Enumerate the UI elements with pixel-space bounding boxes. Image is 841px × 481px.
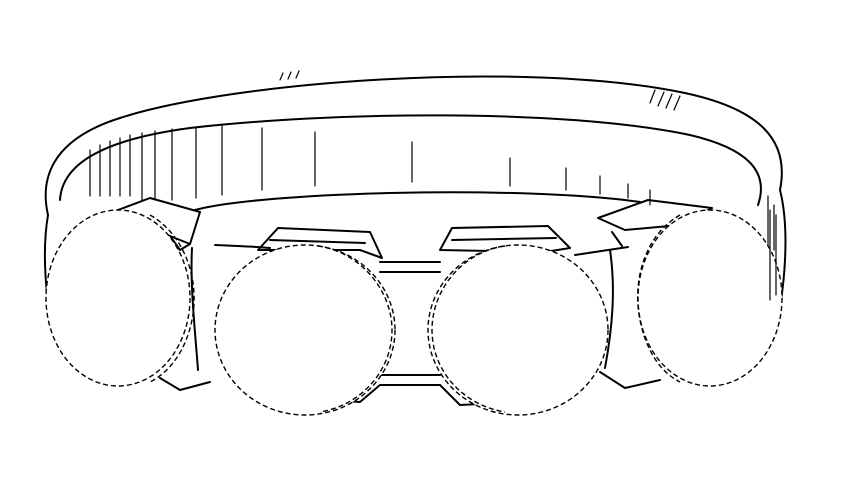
inner-back-shelf bbox=[195, 192, 640, 210]
stone-4 bbox=[638, 210, 782, 386]
stone-2 bbox=[215, 245, 395, 415]
stone-3 bbox=[428, 245, 608, 415]
